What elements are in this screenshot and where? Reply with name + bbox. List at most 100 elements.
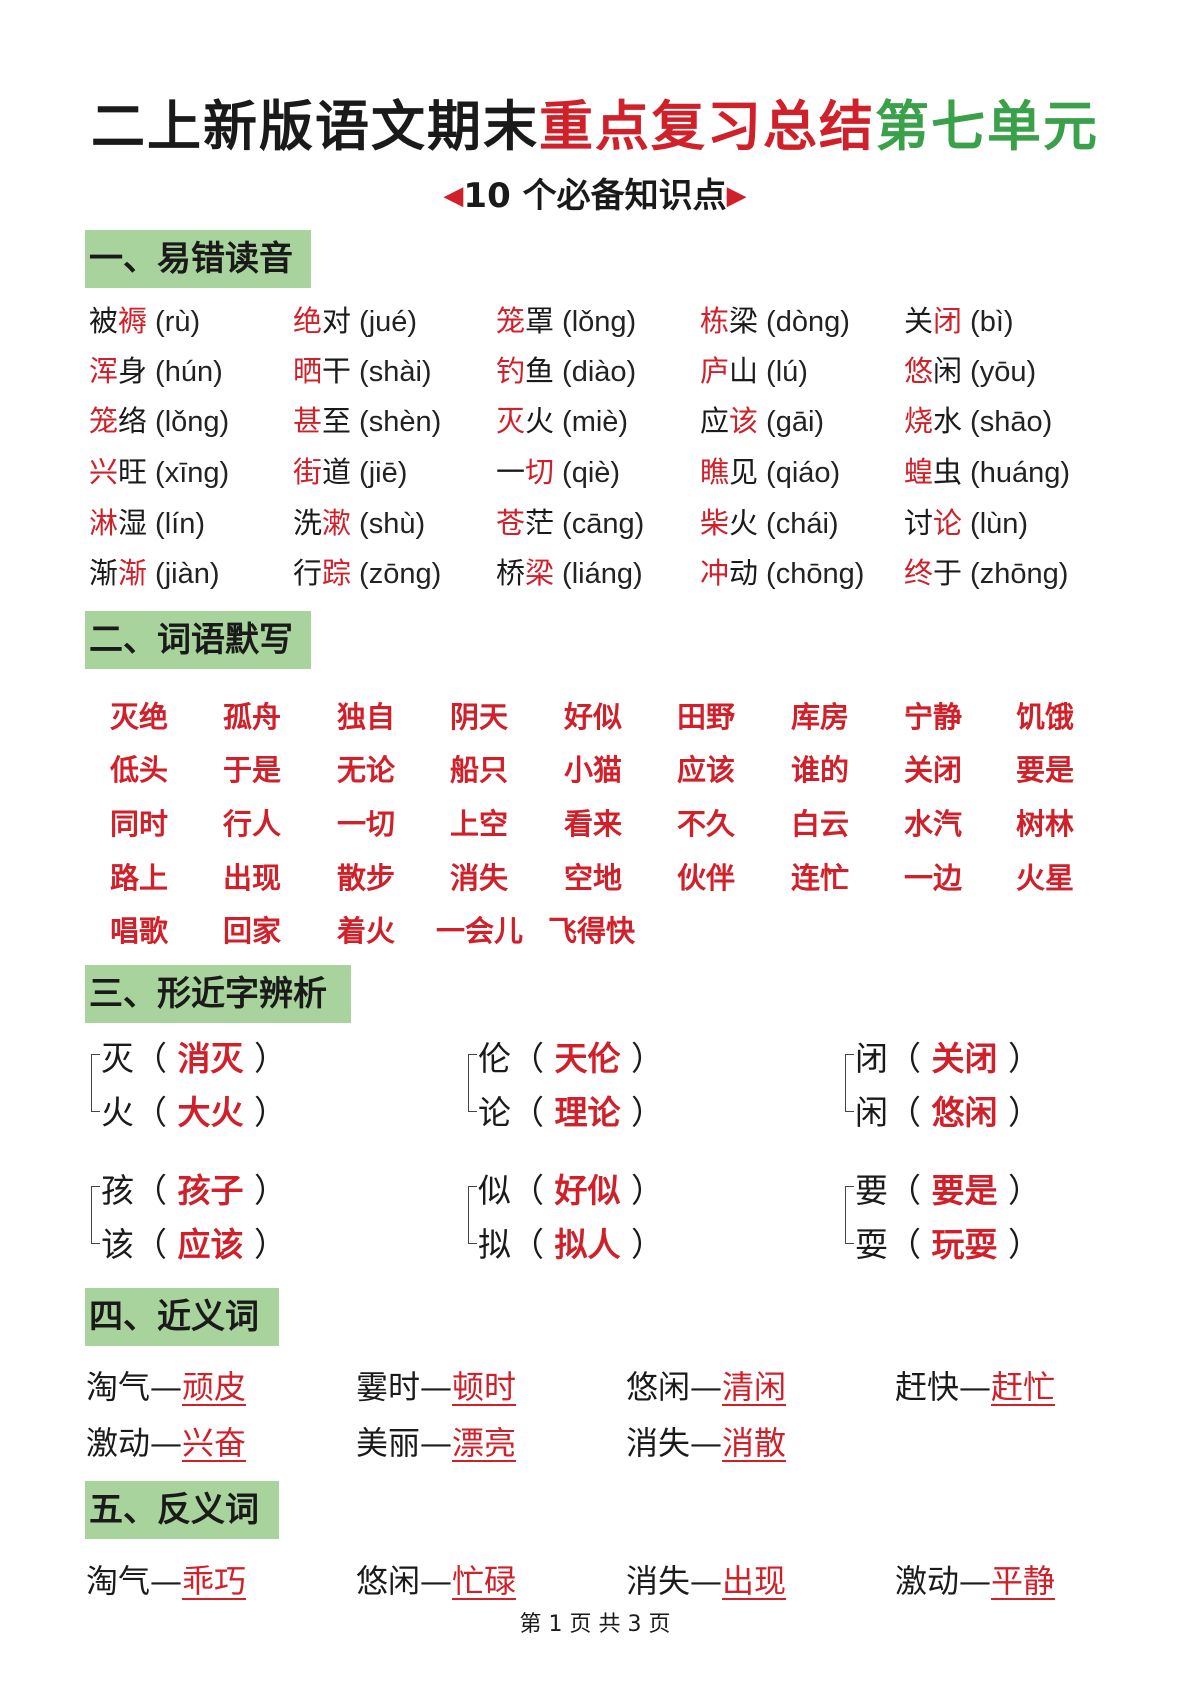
char: 鱼 — [525, 354, 555, 388]
pinyin-text: (shāo) — [970, 406, 1053, 438]
pinyin-text: (shèn) — [359, 406, 442, 438]
pinyin-text: (zhōng) — [970, 558, 1069, 590]
example-word: 好似 — [554, 1171, 621, 1210]
pinyin-text: (chōng) — [766, 558, 865, 590]
pinyin-text: (dòng) — [766, 306, 850, 338]
word-b: 顽皮 — [182, 1368, 247, 1406]
paren-close: ） — [243, 1171, 287, 1210]
paren-close: ） — [997, 1039, 1041, 1078]
example-word: 理论 — [554, 1093, 621, 1132]
example-word: 拟人 — [554, 1225, 621, 1264]
pinyin-item: 笼络 (lǒng) — [89, 398, 229, 440]
dictation-word: 消失 — [450, 861, 509, 895]
pinyin-item: 桥梁 (liáng) — [496, 550, 643, 592]
pinyin-text: (jiē) — [359, 457, 408, 489]
dictation-word: 唱歌 — [110, 914, 169, 948]
example-word: 天伦 — [554, 1039, 621, 1078]
paren-close: ） — [243, 1093, 287, 1132]
synonym-pair: 赶快—赶忙 — [895, 1362, 1055, 1408]
pinyin-text: (shù) — [359, 508, 426, 540]
section-heading-pronunciation: 一、易错读音 — [85, 230, 311, 288]
dictation-word: 好似 — [564, 700, 623, 734]
char: 终 — [904, 556, 934, 590]
similar-line: 拟（ 拟人 ） — [478, 1218, 664, 1266]
pinyin-item: 瞧见 (qiáo) — [700, 449, 840, 491]
example-word: 消灭 — [177, 1039, 244, 1078]
pinyin-item: 行踪 (zōng) — [293, 550, 441, 592]
example-word: 玩耍 — [931, 1225, 998, 1264]
antonym-pair: 淘气—乖巧 — [86, 1556, 246, 1602]
dictation-word: 小猫 — [564, 753, 623, 787]
char: 兴 — [89, 455, 119, 489]
char: 褥 — [118, 304, 148, 338]
pinyin-item: 街道 (jiē) — [293, 449, 407, 491]
similar-pair: 灭（ 消灭 ） 火（ 大火 ） — [91, 1032, 287, 1144]
paren-open: （ — [888, 1225, 932, 1264]
paren-close: ） — [620, 1225, 664, 1264]
dictation-word: 船只 — [450, 753, 509, 787]
char: 笼 — [496, 304, 526, 338]
char: 论 — [933, 506, 963, 540]
example-word: 大火 — [177, 1093, 244, 1132]
pinyin-item: 悠闲 (yōu) — [904, 348, 1036, 390]
pinyin-text: (lǒng) — [562, 306, 637, 338]
char: 似 — [478, 1171, 511, 1210]
pinyin-text: (jué) — [359, 306, 418, 338]
word-b: 顿时 — [452, 1368, 517, 1406]
word-a: 激动— — [86, 1424, 183, 1462]
dictation-word: 库房 — [791, 700, 850, 734]
pinyin-item: 晒干 (shài) — [293, 348, 432, 390]
synonym-pair: 激动—兴奋 — [86, 1418, 246, 1464]
dictation-word: 关闭 — [904, 753, 963, 787]
word-a: 激动— — [895, 1562, 992, 1600]
dictation-word: 上空 — [450, 807, 509, 841]
char: 山 — [729, 354, 759, 388]
similar-line: 灭（ 消灭 ） — [101, 1032, 287, 1080]
pinyin-text: (qiè) — [562, 457, 621, 489]
similar-line: 火（ 大火 ） — [101, 1086, 287, 1134]
char: 瞧 — [700, 455, 730, 489]
pinyin-item: 绝对 (jué) — [293, 298, 417, 340]
word-a: 美丽— — [356, 1424, 453, 1462]
bracket-icon — [468, 1054, 477, 1112]
paren-open: （ — [134, 1171, 178, 1210]
paren-close: ） — [620, 1039, 664, 1078]
dictation-word: 同时 — [110, 807, 169, 841]
pinyin-item: 浑身 (hún) — [89, 348, 223, 390]
pinyin-text: (yōu) — [970, 356, 1037, 388]
pinyin-item: 应该 (gāi) — [700, 398, 824, 440]
similar-line: 闭（ 关闭 ） — [855, 1032, 1041, 1080]
char: 笼 — [89, 404, 119, 438]
paren-close: ） — [997, 1171, 1041, 1210]
char: 洗 — [293, 506, 323, 540]
pinyin-item: 庐山 (lú) — [700, 348, 808, 390]
antonym-pair: 消失—出现 — [626, 1556, 786, 1602]
char: 耍 — [855, 1225, 888, 1264]
char: 虫 — [933, 455, 963, 489]
char: 该 — [101, 1225, 134, 1264]
char: 踪 — [322, 556, 352, 590]
word-b: 消散 — [722, 1424, 787, 1462]
dictation-word: 飞得快 — [548, 914, 636, 948]
similar-line: 论（ 理论 ） — [478, 1086, 664, 1134]
dictation-word: 阴天 — [450, 700, 509, 734]
char: 见 — [729, 455, 759, 489]
word-a: 赶快— — [895, 1368, 992, 1406]
char: 一 — [496, 455, 526, 489]
pinyin-item: 被褥 (rù) — [89, 298, 200, 340]
pinyin-text: (lùn) — [970, 508, 1029, 540]
char: 栋 — [700, 304, 730, 338]
similar-pair: 闭（ 关闭 ）闲（ 悠闲 ） — [845, 1032, 1041, 1144]
pinyin-item: 一切 (qiè) — [496, 449, 620, 491]
page-title: 二上新版语文期末重点复习总结第七单元 — [0, 82, 1190, 161]
char: 火 — [729, 506, 759, 540]
char: 湿 — [118, 506, 148, 540]
pinyin-item: 渐渐 (jiàn) — [89, 550, 220, 592]
char: 冲 — [700, 556, 730, 590]
paren-close: ） — [243, 1225, 287, 1264]
title-black: 二上新版语文期末 — [91, 94, 539, 158]
synonym-pair: 悠闲—清闲 — [626, 1362, 786, 1408]
char: 甚 — [293, 404, 323, 438]
char: 身 — [118, 354, 148, 388]
paren-close: ） — [997, 1093, 1041, 1132]
